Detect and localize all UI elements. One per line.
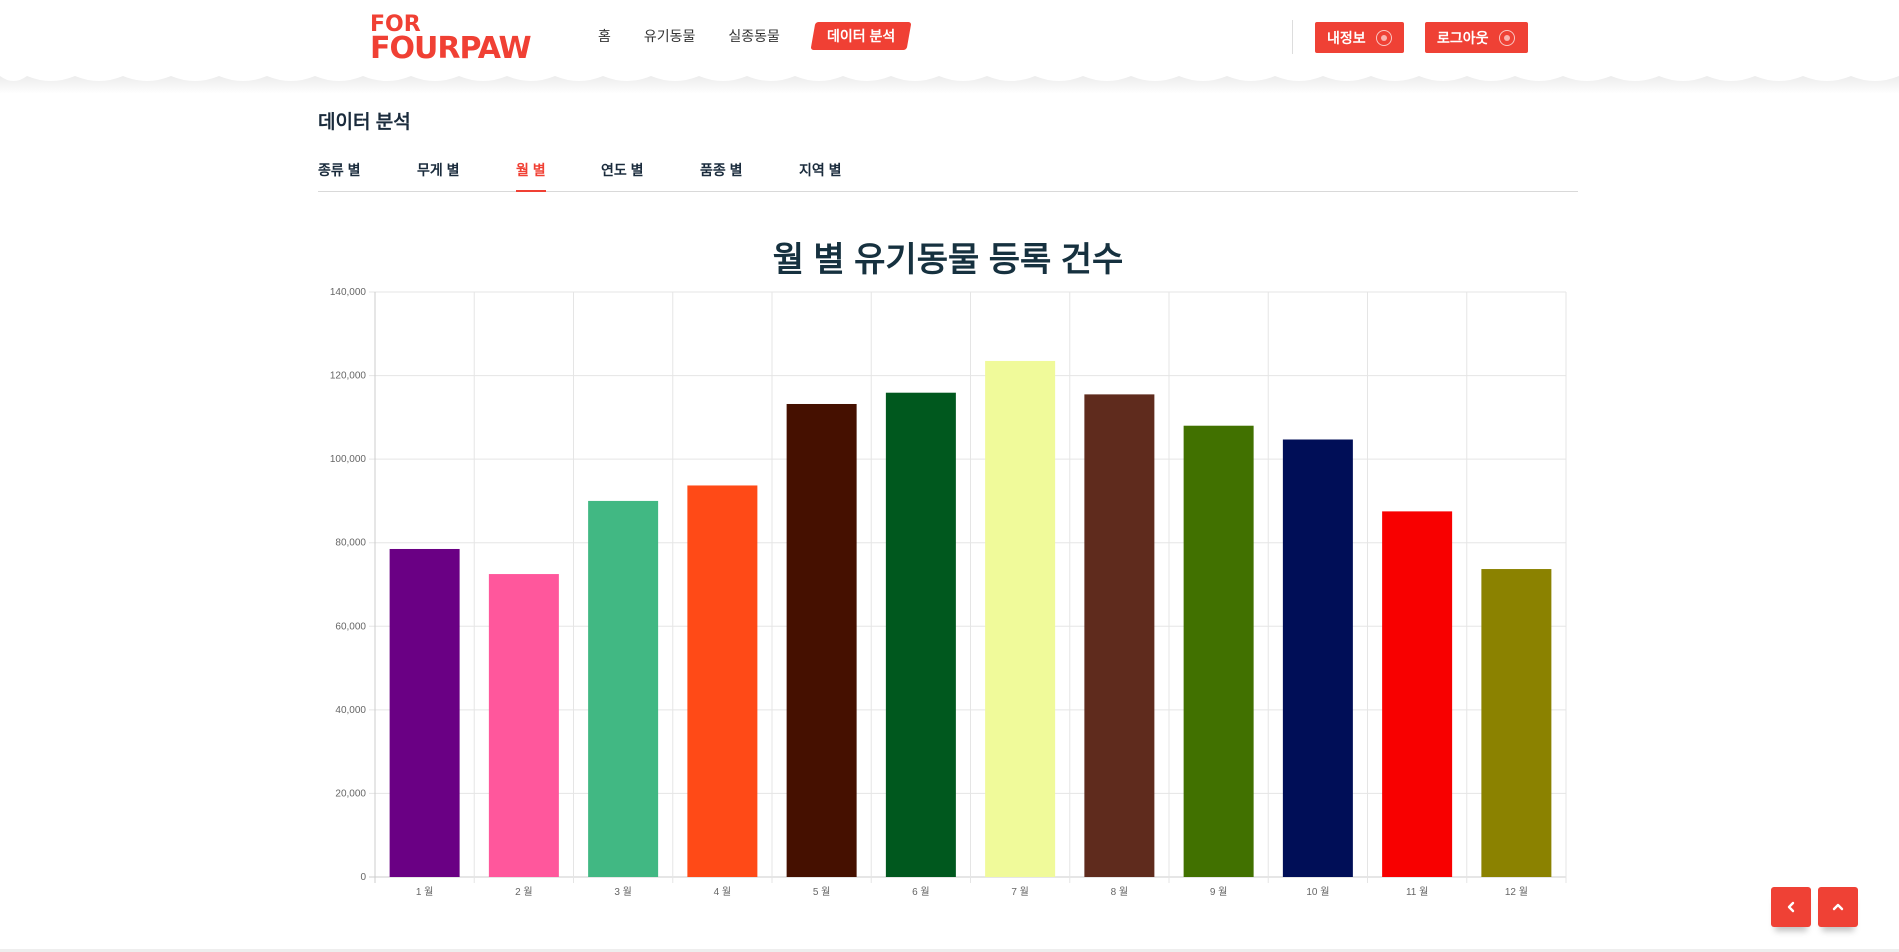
bar-8 [1084, 394, 1155, 877]
y-tick-label: 80,000 [335, 538, 366, 549]
x-tick-label: 1 월 [416, 886, 434, 898]
x-tick-label: 12 월 [1505, 886, 1528, 898]
bar-4 [687, 485, 758, 877]
x-tick-label: 4 월 [714, 886, 732, 898]
bar-9 [1183, 425, 1254, 877]
tab-by-weight[interactable]: 무게 별 [417, 162, 460, 178]
logo-text-top: FOR [370, 12, 421, 37]
bar-11 [1382, 511, 1453, 877]
header-divider [1292, 20, 1293, 54]
y-tick-label: 40,000 [335, 705, 366, 716]
nav-abandoned-animals[interactable]: 유기동물 [643, 28, 696, 44]
main-nav: 홈 유기동물 실종동물 데이터 분석 [598, 22, 942, 50]
x-tick-label: 5 월 [813, 886, 831, 898]
logout-label: 로그아웃 [1437, 29, 1489, 46]
nav-missing-animals[interactable]: 실종동물 [728, 28, 780, 44]
bar-5 [786, 403, 857, 877]
y-tick-label: 0 [360, 872, 366, 883]
bar-2 [488, 574, 559, 877]
nav-data-analysis[interactable]: 데이터 분석 [810, 22, 912, 50]
y-tick-label: 140,000 [330, 287, 367, 298]
paw-icon [1498, 29, 1515, 46]
bar-1 [389, 548, 460, 877]
chart-title: 월 별 유기동물 등록 건수 [772, 241, 1124, 279]
x-tick-label: 10 월 [1306, 886, 1329, 898]
chevron-left-icon [1787, 901, 1795, 913]
y-tick-label: 60,000 [335, 621, 366, 632]
site-logo[interactable]: FOR FOURPAW [370, 12, 532, 64]
tab-by-year[interactable]: 연도 별 [601, 162, 644, 178]
page-title: 데이터 분석 [318, 112, 411, 133]
scroll-top-button[interactable] [1818, 887, 1858, 927]
chevron-up-icon [1832, 903, 1844, 911]
back-button[interactable] [1771, 887, 1811, 927]
tab-by-breed[interactable]: 품종 별 [700, 162, 743, 178]
y-tick-label: 120,000 [330, 371, 367, 382]
x-tick-label: 7 월 [1011, 886, 1029, 898]
my-info-label: 내정보 [1327, 29, 1366, 46]
x-tick-label: 2 월 [515, 886, 533, 898]
analysis-tabs: 종류 별 무게 별 월 별 연도 별 품종 별 지역 별 [318, 159, 1578, 192]
bar-12 [1481, 569, 1552, 877]
tab-by-type[interactable]: 종류 별 [318, 162, 361, 178]
x-tick-label: 11 월 [1406, 886, 1428, 898]
footer-divider [0, 949, 1899, 952]
x-tick-label: 6 월 [912, 886, 930, 898]
x-tick-label: 3 월 [614, 886, 632, 898]
y-tick-label: 20,000 [335, 788, 366, 799]
site-header: FOR FOURPAW 홈 유기동물 실종동물 데이터 분석 내정보 로그아웃 [0, 0, 1899, 94]
monthly-bar-chart: 0 20,000 40,000 60,000 80,000 100,000 120,000 1… [330, 287, 1567, 898]
my-info-button[interactable]: 내정보 [1315, 22, 1404, 53]
bar-3 [588, 500, 659, 877]
header-wave-decoration [0, 70, 1899, 94]
nav-home[interactable]: 홈 [598, 28, 611, 44]
x-tick-label: 9 월 [1210, 886, 1228, 898]
tab-by-region[interactable]: 지역 별 [799, 162, 842, 178]
x-tick-label: 8 월 [1111, 886, 1129, 898]
logout-button[interactable]: 로그아웃 [1425, 22, 1528, 53]
y-tick-label: 100,000 [330, 454, 367, 465]
logo-text-bottom: FOURPAW [370, 31, 532, 66]
bar-10 [1282, 439, 1353, 877]
bar-7 [985, 360, 1056, 877]
paw-icon [1375, 29, 1392, 46]
bar-6 [885, 392, 956, 877]
tab-by-month[interactable]: 월 별 [516, 159, 546, 192]
